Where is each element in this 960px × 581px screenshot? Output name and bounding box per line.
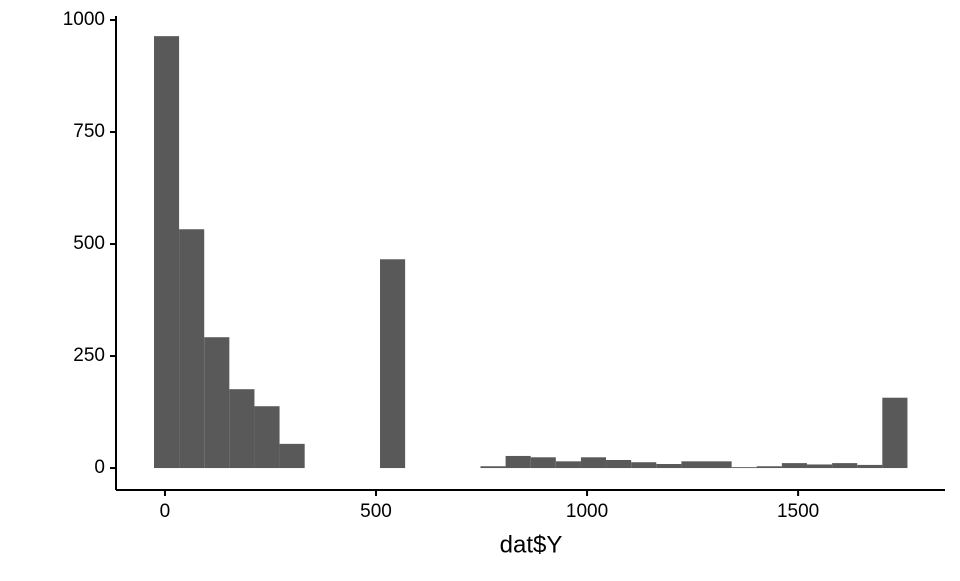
bar (631, 462, 657, 469)
bar (229, 389, 255, 469)
bar (882, 397, 908, 469)
x-axis-title: dat$Y (500, 531, 563, 558)
x-tick-label: 1000 (566, 501, 608, 522)
bar (731, 467, 757, 469)
y-tick-label: 1000 (63, 9, 105, 30)
x-tick-label: 500 (360, 501, 392, 522)
y-tick-label: 750 (73, 121, 105, 142)
bar (204, 337, 230, 469)
bar (179, 229, 205, 469)
bar (857, 464, 883, 469)
y-tick-label: 250 (73, 345, 105, 366)
bar (806, 464, 833, 469)
bar (505, 455, 531, 469)
bar (580, 457, 607, 469)
bar (756, 466, 782, 469)
y-tick-label: 0 (94, 457, 105, 478)
bar (279, 443, 305, 469)
y-tick-label: 500 (73, 233, 105, 254)
bar (530, 457, 556, 469)
bar (606, 459, 632, 469)
bar (153, 36, 180, 469)
x-tick-label: 0 (160, 501, 171, 522)
bar (656, 464, 682, 469)
bar (706, 461, 732, 469)
bar (681, 461, 707, 469)
bar (555, 461, 581, 469)
x-tick-label: 1500 (777, 501, 819, 522)
bar (480, 466, 506, 469)
bar (781, 463, 807, 469)
bar (832, 463, 858, 469)
bar (254, 406, 280, 469)
bar (380, 259, 406, 469)
